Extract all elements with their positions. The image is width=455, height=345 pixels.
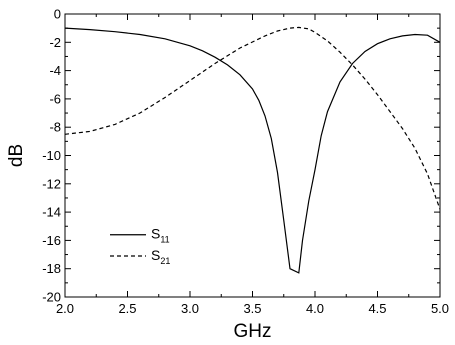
plot-frame [64, 13, 441, 298]
x-tick-label: 2.0 [56, 301, 74, 316]
plot-area [64, 13, 441, 298]
x-tick-label: 2.5 [118, 301, 136, 316]
series-line-s21 [64, 26, 441, 210]
y-tick-label: -8 [49, 120, 61, 135]
y-tick-label: -18 [42, 261, 61, 276]
series-lines [64, 26, 441, 274]
x-tick-label: 4.5 [368, 301, 386, 316]
y-tick-label: -4 [49, 63, 61, 78]
x-axis-title: GHz [234, 321, 272, 342]
x-tick-label: 4.0 [306, 301, 324, 316]
y-tick-label: -6 [49, 91, 61, 106]
x-tick-label: 3.5 [243, 301, 261, 316]
y-tick-label: -16 [42, 233, 61, 248]
legend-label-s21: S21 [151, 247, 170, 266]
x-tick-label: 3.0 [181, 301, 199, 316]
y-tick-label: -12 [42, 176, 61, 191]
legend-label-s11: S11 [151, 226, 170, 245]
axis-ticks: 2.0 2.5 3.0 3.5 4.0 4.5 5.0 0 -2 -4 -6 -8 -10 -12 -14 -… [42, 7, 449, 317]
y-tick-label: -14 [42, 205, 61, 220]
series-line-s11 [64, 27, 441, 274]
y-tick-label: -10 [42, 148, 61, 163]
y-tick-label: 0 [54, 7, 61, 22]
y-axis-title: dB [6, 144, 27, 167]
y-tick-label: -20 [42, 290, 61, 305]
x-tick-label: 5.0 [431, 301, 449, 316]
y-tick-label: -2 [49, 35, 61, 50]
